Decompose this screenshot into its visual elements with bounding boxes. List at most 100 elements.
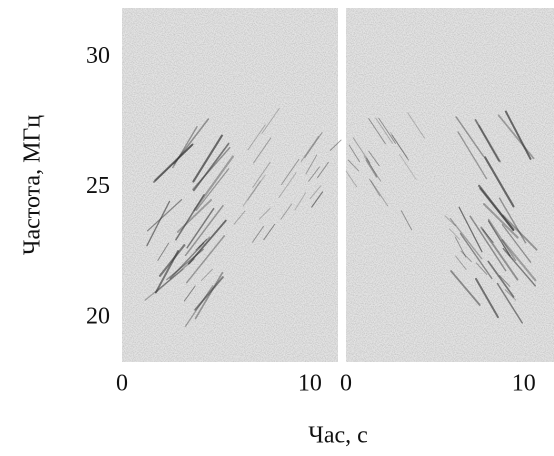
streak <box>348 144 361 163</box>
streak <box>501 224 532 263</box>
streak <box>444 215 456 227</box>
streak <box>195 168 230 211</box>
streak <box>474 119 500 162</box>
streak <box>457 131 488 180</box>
streak <box>498 197 527 244</box>
streak <box>185 235 226 284</box>
streak <box>300 135 320 162</box>
streak <box>253 137 272 164</box>
streak <box>375 117 393 144</box>
streak <box>305 154 318 175</box>
streak <box>317 161 329 179</box>
streak <box>482 228 494 243</box>
streak <box>450 270 481 306</box>
y-tick-label: 30 <box>86 43 110 69</box>
streak <box>194 271 224 320</box>
x-tick-label: 0 <box>116 371 128 397</box>
streak <box>496 282 523 324</box>
streak <box>184 285 214 327</box>
streak <box>365 159 377 178</box>
spectrogram-panel <box>122 8 342 362</box>
streak <box>304 132 323 159</box>
streak <box>454 236 467 258</box>
streak <box>172 126 198 169</box>
streak <box>455 255 467 270</box>
streak <box>198 236 211 249</box>
x-tick-label: 10 <box>298 371 322 397</box>
noise <box>122 8 338 362</box>
streak <box>475 277 499 319</box>
y-tick-label: 25 <box>86 173 110 199</box>
streak <box>390 132 408 159</box>
streak <box>483 203 519 239</box>
streak <box>261 107 280 134</box>
streak <box>449 217 483 260</box>
x-tick-label: 10 <box>512 371 536 397</box>
streak <box>502 243 514 261</box>
streak <box>370 180 389 207</box>
streak <box>347 159 360 172</box>
streak <box>278 172 297 199</box>
streak <box>311 191 324 208</box>
streak <box>187 219 227 265</box>
streak <box>478 184 515 231</box>
streak <box>487 260 515 298</box>
streak <box>280 203 293 220</box>
streak <box>460 250 472 263</box>
streak <box>400 210 413 231</box>
x-tick-label: 0 <box>340 371 352 397</box>
streak <box>499 275 511 287</box>
streak <box>455 116 485 158</box>
streak <box>146 199 183 232</box>
y-axis-label: Частота, МГц <box>20 115 46 255</box>
streak <box>501 239 537 282</box>
streak <box>194 276 224 311</box>
streak <box>294 192 307 211</box>
streak <box>484 156 515 208</box>
streak <box>502 247 536 287</box>
streak <box>247 174 266 201</box>
streak <box>184 204 224 257</box>
streak <box>391 134 409 161</box>
streak <box>501 214 538 251</box>
streak <box>459 233 493 280</box>
streak <box>369 178 381 197</box>
streak <box>252 161 271 188</box>
streak <box>480 226 519 281</box>
x-axis-label: Час, с <box>308 423 368 449</box>
streak <box>153 143 194 183</box>
streak <box>192 142 230 192</box>
streak <box>258 207 271 220</box>
streak <box>368 118 386 145</box>
streak <box>487 218 517 262</box>
streak <box>368 150 380 167</box>
streak <box>378 117 396 144</box>
streak <box>363 155 382 182</box>
streak <box>487 220 511 257</box>
streak <box>195 238 208 251</box>
streak <box>311 190 323 208</box>
streak <box>200 268 213 281</box>
streak <box>192 134 223 183</box>
streak <box>458 206 483 253</box>
streak <box>144 268 184 301</box>
streak <box>345 170 358 188</box>
streak <box>475 262 488 275</box>
streak <box>233 210 246 225</box>
noise <box>346 8 554 362</box>
spectrogram-panel <box>345 8 554 362</box>
streak <box>154 258 195 294</box>
streak <box>173 118 210 165</box>
streak <box>183 285 196 302</box>
streak <box>247 124 266 151</box>
streak <box>263 223 276 241</box>
streak <box>252 225 264 243</box>
streak <box>169 242 205 280</box>
streak <box>407 112 425 139</box>
streak <box>352 137 371 164</box>
streak <box>329 139 342 151</box>
streak <box>469 215 507 272</box>
streak <box>308 166 320 182</box>
streak <box>504 289 517 301</box>
